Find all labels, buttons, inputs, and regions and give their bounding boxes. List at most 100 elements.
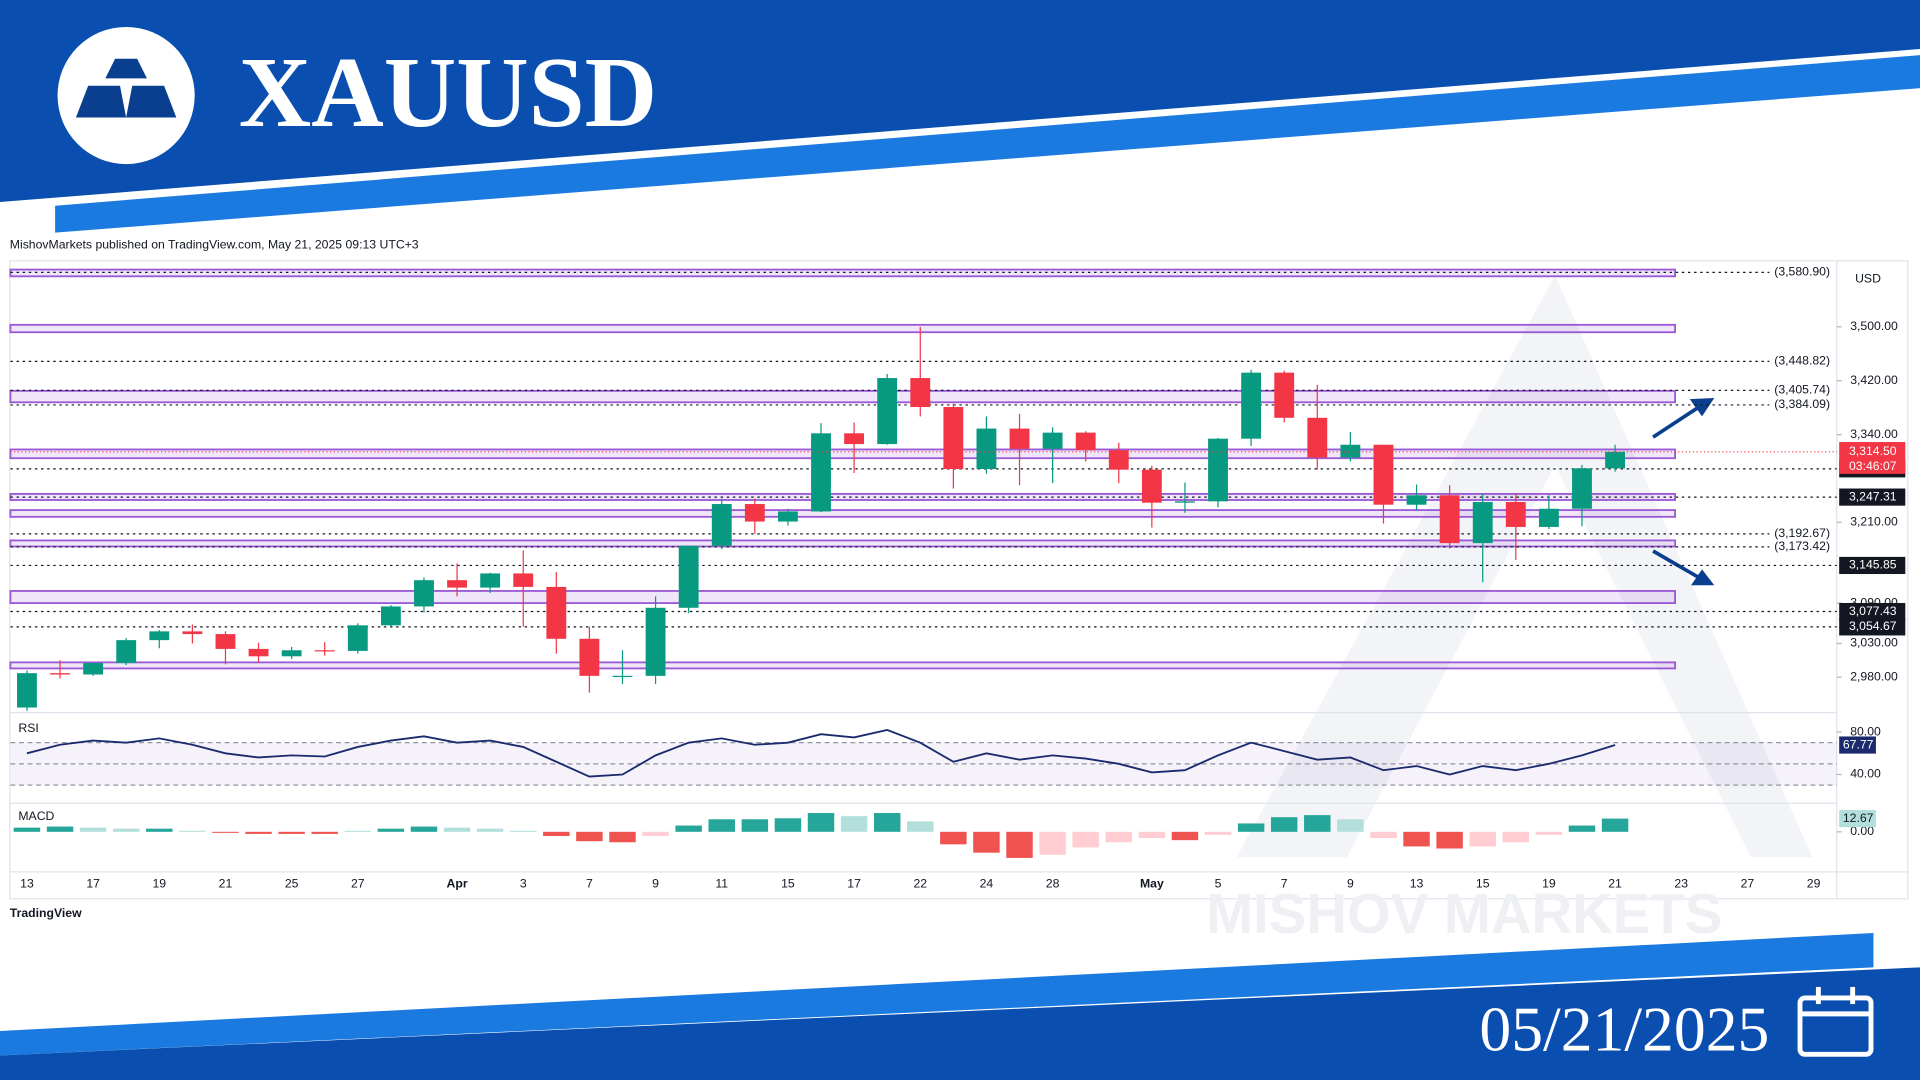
brand: TradingView [10,906,82,920]
x-tick-label: 7 [1281,876,1288,890]
candle-body [1075,432,1096,451]
macd-bar [112,828,140,832]
macd-bar [873,813,901,832]
x-tick-label: 9 [1347,876,1354,890]
macd-bar [212,831,239,833]
candle-body [943,407,964,470]
candle-body [480,573,501,588]
macd-bar [576,831,603,842]
level-label: (3,405.74) [1774,383,1830,397]
rsi-tick-label: 80.00 [1850,724,1881,738]
macd-bar [675,825,702,832]
level-label: (3,192.67) [1774,526,1830,540]
header-stripe [55,55,1920,233]
macd-bar [1171,831,1199,841]
candle-body [645,607,666,676]
level-label: (3,173.42) [1774,539,1830,553]
candle-body [149,631,170,641]
candle-body [811,433,831,512]
candle-body [1605,451,1625,469]
x-tick-label: 19 [1542,876,1556,890]
candle-body [844,433,865,445]
candle-body [248,648,269,657]
macd-bar [443,827,471,832]
y-tick-label: 3,210.00 [1850,514,1898,528]
rsi-band-fill [10,742,1837,786]
candle-body [513,573,534,587]
level-label: (3,384.09) [1774,397,1830,411]
macd-bar [973,831,1000,853]
published-note: MishovMarkets published on TradingView.c… [10,238,419,252]
macd-bar [1337,819,1364,832]
candle-body [1439,495,1460,544]
candle-body [1538,508,1559,527]
zone [9,323,1677,334]
candle-body [414,580,434,607]
zone [9,389,1677,404]
candle-body [1108,450,1129,470]
macd-bar [1403,831,1430,847]
y-tick-label: 3,030.00 [1850,636,1898,650]
rsi-tick-label: 40.00 [1850,767,1881,781]
macd-bar [907,821,934,832]
macd-bar [642,831,669,836]
last-price-label: 3,314.50 [1849,444,1897,458]
macd-value-tag [1839,810,1876,828]
x-tick-label: 19 [152,876,166,890]
candle-body [83,663,104,675]
macd-bar [1006,831,1033,858]
candle-body [50,673,70,675]
macd-bar [344,830,372,832]
macd-bar [840,816,868,832]
candle-body [711,504,732,546]
macd-bar [510,830,537,832]
watermark: MISHOV MARKETS [1206,882,1722,945]
level-tag-label: 3,247.31 [1849,489,1897,503]
currency: USD [1855,271,1881,285]
x-tick-label: 24 [980,876,994,890]
level-tag [1839,556,1906,575]
candle-body [1042,432,1063,449]
macd-bar [807,813,835,832]
rsi-value-tag [1839,736,1876,754]
macd-bar [179,830,206,832]
macd-bar [774,818,802,832]
logo-bar [75,85,127,118]
macd-title: MACD [18,809,54,823]
macd-bar [245,831,272,834]
candle-body [1307,417,1328,458]
macd-value-label: 12.67 [1843,811,1874,825]
candle-body [380,606,401,626]
macd-bar [377,828,405,832]
macd-bar [1436,831,1463,849]
x-tick-label: Apr [447,876,468,890]
candle-body [877,378,898,445]
macd-bar [1105,831,1133,843]
countdown: 03:46:07 [1849,459,1897,473]
macd-bar [79,827,107,832]
x-tick-label: 17 [847,876,861,890]
x-tick-label: 28 [1046,876,1060,890]
level-tag [1839,488,1906,506]
candle-body [744,504,765,522]
x-tick-label: 17 [86,876,100,890]
y-tick-label: 2,980.00 [1850,669,1898,683]
macd-bar [1204,831,1232,835]
last-price-tag [1839,442,1906,474]
x-tick-label: 13 [1410,876,1424,890]
macd-bar [278,831,305,834]
macd-bar [146,828,173,832]
candle-body [1505,502,1526,527]
macd-bar [1270,817,1298,832]
x-tick-label: 29 [1807,876,1821,890]
macd-bar [1304,815,1331,832]
x-tick-label: 25 [285,876,299,890]
symbol-title: XAUUSD [239,37,657,148]
candle-body [281,650,302,657]
level-tag-label: 3,054.67 [1849,619,1897,633]
candle-body [579,638,600,676]
macd-bar [940,831,967,845]
x-tick-label: May [1140,876,1164,890]
